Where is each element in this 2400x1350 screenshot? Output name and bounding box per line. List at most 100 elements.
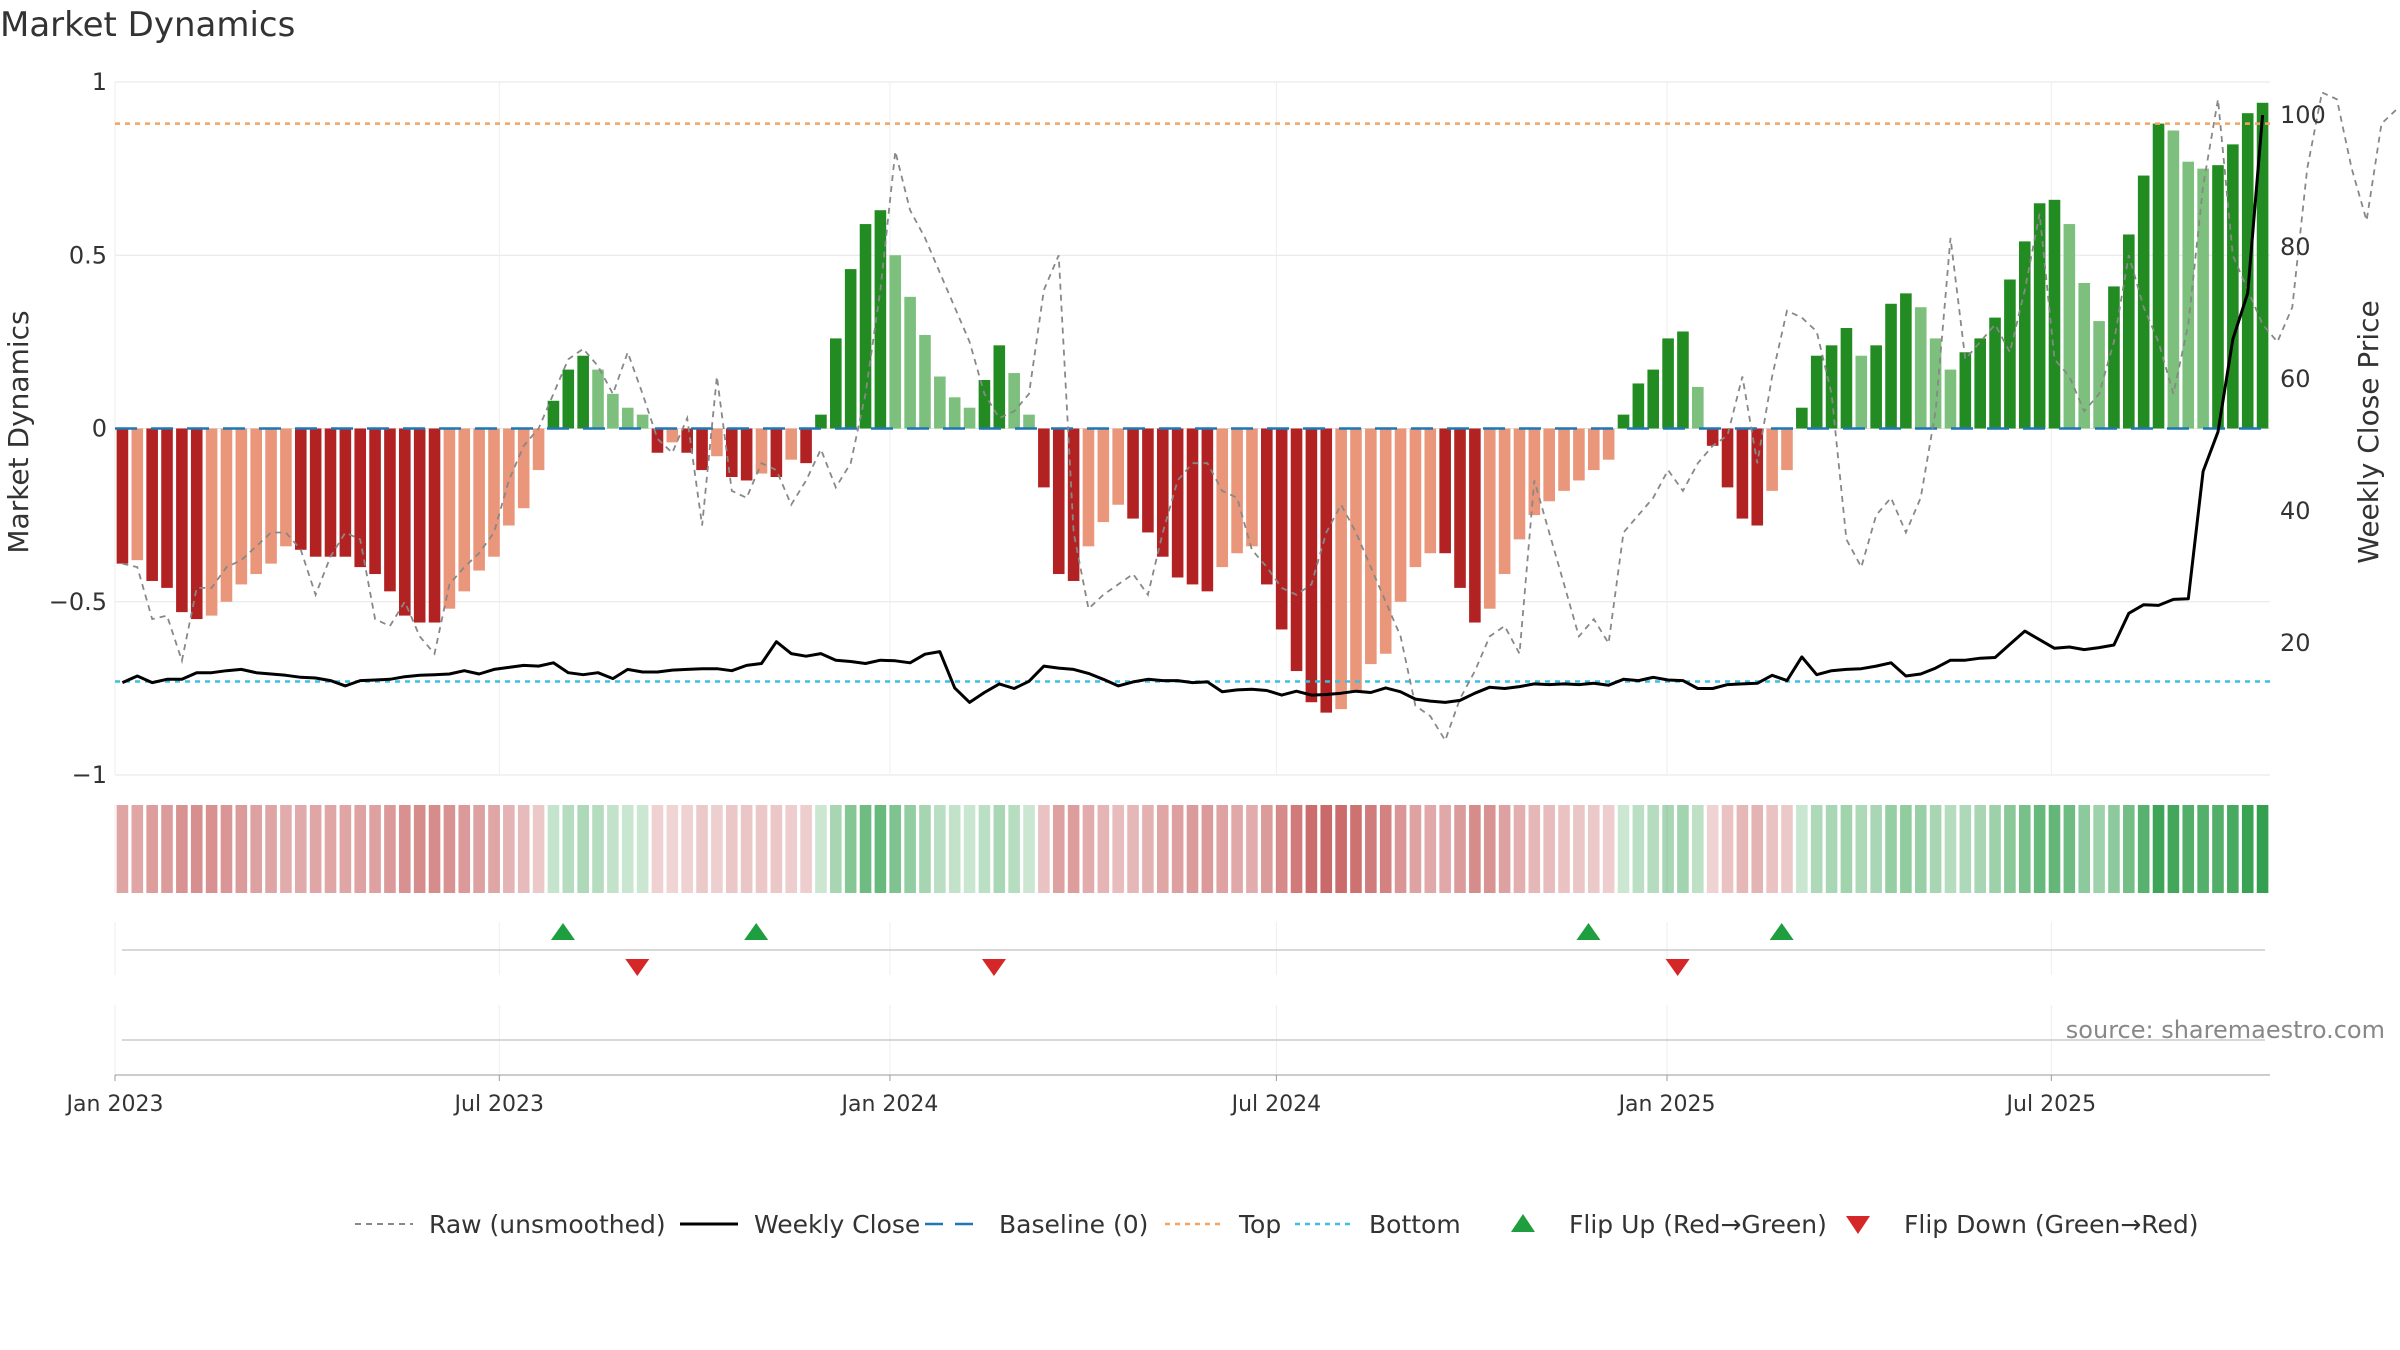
dynamics-bar — [1483, 428, 1496, 609]
dynamics-bar — [1112, 428, 1124, 505]
regime-cell — [1855, 805, 1868, 893]
x-tick-label: Jul 2025 — [2005, 1092, 2097, 1117]
dynamics-bar — [1721, 428, 1734, 488]
dynamics-bar — [2137, 175, 2150, 429]
dynamics-bar — [1706, 428, 1719, 446]
dynamics-bar — [458, 428, 471, 592]
dynamics-bar — [1885, 303, 1897, 429]
dynamics-bar — [1929, 338, 1942, 429]
flip-down-marker — [1665, 959, 1690, 976]
regime-cell — [190, 805, 203, 893]
regime-cell — [1543, 805, 1555, 893]
dynamics-bar — [934, 376, 946, 429]
source-credit: source: sharemaestro.com — [2066, 1016, 2385, 1044]
regime-cell — [324, 805, 337, 893]
regime-cell — [2241, 805, 2254, 893]
dynamics-bar — [948, 397, 961, 429]
regime-cell — [2182, 805, 2195, 893]
dynamics-bar — [1424, 428, 1437, 554]
dynamics-bar — [443, 428, 456, 609]
x-tick-label: Jan 2024 — [839, 1092, 938, 1117]
y-tick-label: −0.5 — [49, 588, 107, 616]
dynamics-bar — [294, 428, 307, 550]
regime-cell — [2152, 805, 2165, 893]
regime-cell — [1587, 805, 1600, 893]
regime-cell — [339, 805, 352, 893]
regime-cell — [443, 805, 456, 893]
flip-up-marker — [1576, 923, 1601, 940]
regime-cell — [2123, 805, 2135, 893]
dynamics-bar — [725, 428, 738, 478]
legend-label: Flip Down (Green→Red) — [1904, 1210, 2199, 1239]
dynamics-bar — [815, 414, 827, 429]
dynamics-bar — [696, 428, 708, 471]
dynamics-bar — [770, 428, 783, 478]
dynamics-bar — [830, 338, 842, 429]
regime-cell — [681, 805, 693, 893]
flip-up-marker — [550, 923, 575, 940]
dynamics-bar — [2123, 234, 2135, 429]
regime-cell — [1662, 805, 1674, 893]
regime-cell — [1781, 805, 1793, 893]
regime-cell — [1379, 805, 1392, 893]
dynamics-bar — [2063, 224, 2076, 429]
regime-cell — [800, 805, 812, 893]
dynamics-bar — [651, 428, 664, 453]
dynamics-bar — [904, 296, 916, 429]
dynamics-bar — [2093, 321, 2105, 429]
regime-cell — [651, 805, 664, 893]
x-tick-label: Jul 2023 — [453, 1092, 545, 1117]
regime-cell — [547, 805, 560, 893]
regime-cell — [354, 805, 367, 893]
dynamics-bar — [190, 428, 203, 620]
dynamics-bar — [1335, 428, 1347, 710]
dynamics-bar — [146, 428, 158, 581]
regime-cell — [1914, 805, 1927, 893]
regime-cell — [280, 805, 292, 893]
regime-cell — [1944, 805, 1957, 893]
regime-cell — [1023, 805, 1035, 893]
regime-cell — [1721, 805, 1734, 893]
regime-cell — [1617, 805, 1630, 893]
weekly-close-line — [121, 114, 2265, 704]
dynamics-bar — [488, 428, 500, 557]
regime-cell — [1558, 805, 1570, 893]
flip-down-marker — [625, 959, 650, 976]
dynamics-bar — [1469, 428, 1481, 623]
dynamics-bar — [681, 428, 693, 453]
dynamics-bar — [1439, 428, 1451, 554]
regime-cell — [428, 805, 441, 893]
regime-cell — [755, 805, 768, 893]
dynamics-bar — [1142, 428, 1154, 533]
dynamics-bar — [2197, 168, 2209, 429]
dynamics-bar — [577, 355, 589, 429]
legend-swatch — [1846, 1216, 1870, 1234]
dynamics-bar — [919, 334, 931, 429]
dynamics-bar — [205, 428, 218, 616]
dynamics-bar — [1156, 428, 1169, 557]
dynamics-bar — [2004, 279, 2016, 429]
dynamics-bar — [1587, 428, 1600, 471]
y-tick-label: 0.5 — [69, 241, 107, 269]
dynamics-bar — [711, 428, 723, 457]
dynamics-bar — [1454, 428, 1466, 588]
dynamics-bar — [621, 407, 634, 429]
regime-cell — [919, 805, 931, 893]
regime-cell — [1900, 805, 1912, 893]
y-tick-label-right: 40 — [2280, 497, 2311, 525]
regime-cell — [1067, 805, 1080, 893]
legend-item: Top — [1165, 1210, 1281, 1239]
dynamics-bar — [1900, 293, 1912, 429]
regime-cell — [1231, 805, 1243, 893]
legend-label: Baseline (0) — [999, 1210, 1148, 1239]
regime-cell — [1216, 805, 1229, 893]
regime-cell — [220, 805, 233, 893]
dynamics-bar — [1959, 352, 1972, 429]
dynamics-bar — [1810, 355, 1823, 429]
regime-cell — [1439, 805, 1451, 893]
regime-cell — [1825, 805, 1838, 893]
dynamics-bar — [785, 428, 798, 460]
regime-cell — [934, 805, 946, 893]
regime-cell — [116, 805, 129, 893]
dynamics-bar — [1632, 383, 1645, 429]
